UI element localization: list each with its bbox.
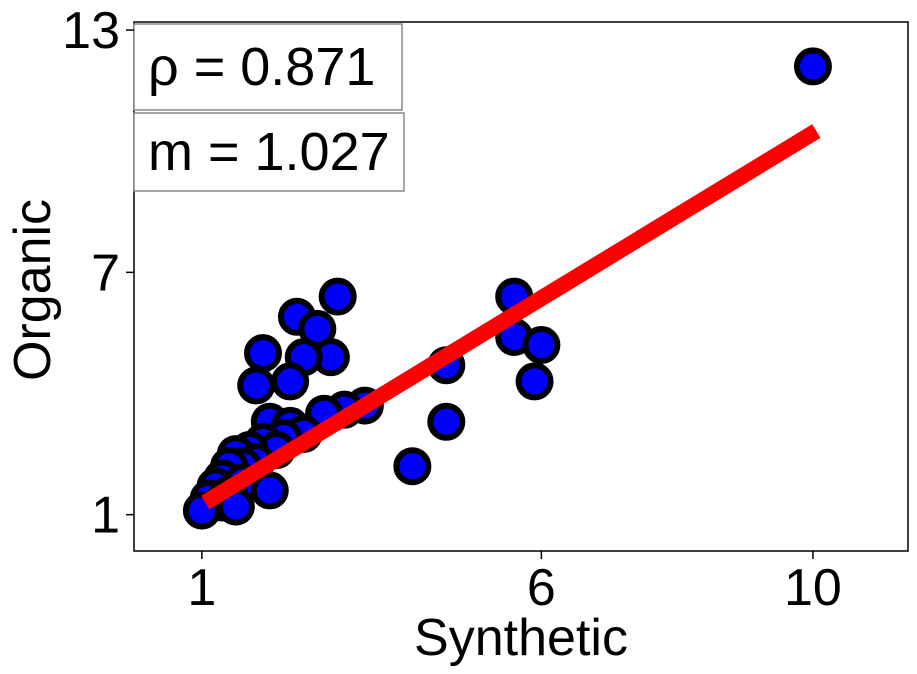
data-point (515, 362, 554, 401)
slope-annotation-text: m = 1.027 (148, 122, 390, 182)
x-tick-label: 10 (784, 559, 842, 617)
data-point (318, 277, 357, 316)
slope-annotation: m = 1.027 (133, 112, 405, 192)
data-point (250, 471, 289, 510)
y-tick-label: 7 (91, 244, 120, 302)
x-tick-label: 6 (527, 559, 556, 617)
rho-annotation-text: ρ = 0.871 (148, 37, 375, 97)
data-point (427, 402, 466, 441)
rho-annotation-box (133, 23, 403, 111)
fit-line (201, 124, 821, 510)
slope-annotation-box (133, 112, 405, 192)
y-tick-label: 1 (91, 487, 120, 545)
y-tick-label: 13 (62, 2, 120, 60)
plot-frame (133, 21, 909, 552)
data-point (271, 362, 310, 401)
data-point (793, 47, 832, 86)
data-point (237, 366, 276, 405)
data-point (393, 447, 432, 486)
data-point (522, 326, 561, 365)
y-axis-label: Organic (4, 199, 62, 381)
x-tick-label: 1 (187, 559, 216, 617)
x-axis-label: Synthetic (414, 609, 628, 667)
rho-annotation: ρ = 0.871 (133, 23, 403, 111)
data-point (244, 334, 282, 373)
